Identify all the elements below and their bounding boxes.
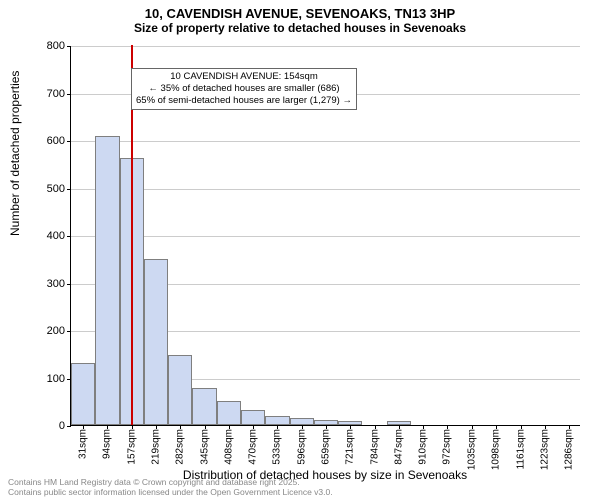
callout-line-2: ← 35% of detached houses are smaller (68… [136, 83, 352, 95]
x-tick-label: 1223sqm [539, 429, 550, 470]
x-tick-label: 345sqm [199, 429, 210, 465]
y-tick-label: 100 [35, 373, 65, 385]
x-tick-label: 847sqm [393, 429, 404, 465]
y-tick [67, 94, 71, 95]
y-tick-label: 300 [35, 278, 65, 290]
y-tick [67, 284, 71, 285]
x-tick-label: 596sqm [296, 429, 307, 465]
page-subtitle: Size of property relative to detached ho… [0, 21, 600, 35]
x-tick-label: 910sqm [418, 429, 429, 465]
x-tick-label: 94sqm [102, 429, 113, 459]
x-tick-label: 533sqm [272, 429, 283, 465]
property-callout: 10 CAVENDISH AVENUE: 154sqm ← 35% of det… [131, 68, 357, 110]
histogram-bar [192, 388, 216, 425]
y-tick-label: 700 [35, 88, 65, 100]
x-tick-label: 1286sqm [563, 429, 574, 470]
x-tick-label: 157sqm [126, 429, 137, 465]
y-axis-title: Number of detached properties [8, 71, 22, 236]
y-tick-label: 800 [35, 40, 65, 52]
y-tick [67, 141, 71, 142]
x-tick-label: 282sqm [175, 429, 186, 465]
footer-line-2: Contains public sector information licen… [8, 488, 333, 498]
x-tick-label: 784sqm [369, 429, 380, 465]
histogram-bar [95, 136, 119, 425]
gridline [71, 189, 580, 190]
histogram-bar [144, 259, 168, 425]
y-tick-label: 400 [35, 230, 65, 242]
callout-line-1: 10 CAVENDISH AVENUE: 154sqm [136, 71, 352, 83]
y-tick [67, 331, 71, 332]
histogram-bar [241, 410, 265, 425]
y-tick [67, 189, 71, 190]
x-tick-label: 1098sqm [491, 429, 502, 470]
x-tick-label: 1035sqm [466, 429, 477, 470]
histogram-bar [168, 355, 192, 425]
histogram-bar [71, 363, 95, 425]
page-title: 10, CAVENDISH AVENUE, SEVENOAKS, TN13 3H… [0, 6, 600, 21]
y-tick-label: 600 [35, 135, 65, 147]
gridline [71, 46, 580, 47]
histogram-plot: 10 CAVENDISH AVENUE: 154sqm ← 35% of det… [70, 46, 580, 426]
y-tick-label: 200 [35, 325, 65, 337]
x-tick-label: 1161sqm [515, 429, 526, 469]
gridline [71, 141, 580, 142]
y-tick-label: 0 [35, 420, 65, 432]
attribution-footer: Contains HM Land Registry data © Crown c… [8, 478, 333, 498]
x-tick-label: 408sqm [223, 429, 234, 465]
x-tick-label: 219sqm [150, 429, 161, 465]
gridline [71, 236, 580, 237]
x-tick-label: 31sqm [78, 429, 89, 459]
x-tick-label: 721sqm [345, 429, 356, 465]
histogram-bar [265, 416, 289, 425]
x-tick-label: 972sqm [442, 429, 453, 465]
y-tick-label: 500 [35, 183, 65, 195]
y-tick [67, 46, 71, 47]
histogram-bar [217, 401, 241, 425]
histogram-bar [290, 418, 314, 425]
x-tick-label: 470sqm [248, 429, 259, 465]
y-tick [67, 426, 71, 427]
callout-line-3: 65% of semi-detached houses are larger (… [136, 95, 352, 107]
x-tick-label: 659sqm [321, 429, 332, 465]
y-tick [67, 236, 71, 237]
